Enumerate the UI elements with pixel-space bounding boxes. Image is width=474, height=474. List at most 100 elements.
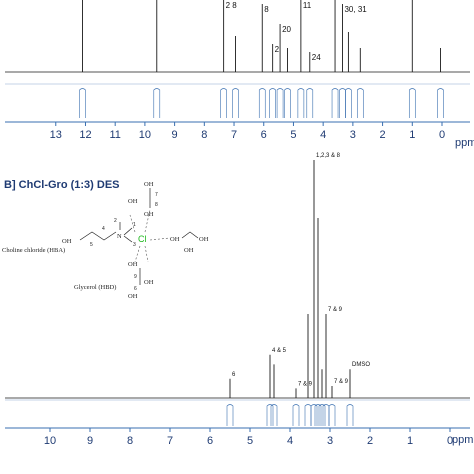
integral-marker-10 [331,88,339,118]
x-tick-label-2: 11 [109,129,120,141]
peak-label-5: 2 [275,45,280,54]
integral-marker-1 [266,404,274,426]
glycerol-right-oh-2: OH [199,236,209,243]
x-tick-label-10: 3 [350,129,356,141]
peak-label-4: 8 [264,5,269,14]
integral-marker-6 [314,404,322,426]
x-tick-label-8: 5 [290,129,296,141]
x-tick-label-6: 4 [287,435,293,447]
panel-a-peaks [82,0,441,72]
integral-marker-7 [284,88,291,118]
integral-marker-12 [345,88,352,118]
glycerol-bottom-num-6: 6 [134,286,137,292]
x-tick-label-1: 12 [79,129,91,141]
integral-marker-4 [258,88,266,118]
glycerol-top-num-8: 8 [155,202,158,208]
glycerol-bottom-num-9: 9 [134,274,137,280]
integral-marker-5 [269,88,276,118]
panel-a-x-axis: 13 12 11 10 9 8 7 6 5 4 3 2 1 0 [50,122,445,141]
x-tick-label-7: 3 [327,435,333,447]
x-tick-label-2: 8 [127,435,133,447]
peak-label-10: DMSO [352,362,370,368]
x-tick-label-12: 1 [409,129,415,141]
x-tick-label-10: 0 [447,435,453,447]
glycerol-top-oh-1: OH [144,181,154,188]
integral-marker-2 [270,404,278,426]
integral-marker-15 [437,88,444,118]
peak-label-9: 7 & 9 [334,379,349,385]
x-tick-label-4: 9 [172,129,178,141]
integral-marker-4 [304,404,312,426]
peak-label-3: 7 & 9 [298,381,313,387]
glycerol-right: OH OH OH [170,231,209,254]
integral-marker-10 [346,404,354,426]
integral-marker-11 [339,88,346,118]
x-tick-label-8: 2 [367,435,373,447]
integral-marker-9 [306,88,314,118]
integral-marker-8 [322,404,330,426]
hydrogen-bond-lines [129,209,171,263]
x-tick-label-6: 7 [231,129,237,141]
x-tick-label-5: 5 [247,435,253,447]
atom-number-3: 3 [133,242,136,248]
panel-b-title: B] ChCl-Gro (1:3) DES [4,179,120,191]
integral-marker-2 [220,88,227,118]
glycerol-bottom-oh-3: OH [128,293,138,300]
integral-marker-14 [408,88,416,118]
panel-b-x-axis: 10 9 8 7 6 5 4 3 2 1 0 [44,428,453,447]
hba-label: Choline chloride (HBA) [2,247,65,254]
x-tick-label-9: 4 [320,129,326,141]
peak-label-5: 1,2,3 & 8 [316,153,341,159]
peak-label-11: 30, 31 [344,5,367,14]
integral-marker-5 [310,404,318,426]
panel-b-peak-labels: 6 4 & 5 7 & 9 1,2,3 & 8 7 & 9 7 & 9 DMSO [232,153,370,387]
panel-b: B] ChCl-Gro (1:3) DES OH N 5 4 1 3 2 Cho… [2,153,473,447]
glycerol-top-oh-3: OH [144,211,154,218]
x-tick-label-7: 6 [261,129,267,141]
x-tick-label-11: 2 [380,129,386,141]
atom-number-4: 4 [102,226,105,232]
integral-marker-0 [79,88,86,118]
x-tick-label-0: 13 [50,129,62,141]
x-tick-label-0: 10 [44,435,56,447]
glycerol-top: OH OH OH 7 8 [128,181,158,218]
chloride-label: Cl [138,234,147,244]
chemical-structure: OH N 5 4 1 3 2 Choline chloride (HBA) Cl [2,181,209,300]
panel-b-peaks [229,160,351,398]
peak-label-1: 4 & 5 [272,348,287,354]
glycerol-bottom: OH OH OH 9 6 [128,261,154,300]
peak-label-2: 2 8 [226,1,238,10]
x-tick-label-3: 10 [139,129,151,141]
integral-marker-13 [356,88,364,118]
panel-b-integral-markers [226,404,354,426]
glycerol-top-num-7: 7 [155,192,158,198]
x-tick-label-4: 6 [207,435,213,447]
panel-a-peak-labels: 2 8 8 2 20 11 24 30, 31 [226,1,368,62]
peak-label-8: 7 & 9 [328,307,343,313]
x-tick-label-9: 1 [407,435,413,447]
glycerol-top-oh-2: OH [128,198,138,205]
glycerol-bottom-oh-1: OH [128,261,138,268]
peak-label-0: 6 [232,372,236,378]
integral-marker-6 [276,88,284,118]
peak-label-9: 24 [312,53,321,62]
x-tick-label-1: 9 [87,435,93,447]
x-tick-label-13: 0 [439,129,445,141]
peak-label-8: 11 [303,1,312,10]
x-tick-label-5: 8 [201,129,207,141]
panel-b-x-unit: ppm [452,434,473,446]
hbd-label: Glycerol (HBD) [74,284,116,291]
integral-marker-0 [226,404,234,426]
glycerol-bottom-oh-2: OH [144,279,154,286]
integral-marker-8 [297,88,305,118]
glycerol-right-oh-1: OH [170,236,180,243]
choline-molecule: OH N 5 4 1 3 2 [62,218,136,248]
x-tick-label-3: 7 [167,435,173,447]
panel-a-x-unit: ppm [455,137,474,149]
peak-label-6: 20 [282,25,291,34]
glycerol-right-oh-3: OH [184,247,194,254]
choline-oh-label: OH [62,238,72,245]
integral-marker-3 [292,404,300,426]
